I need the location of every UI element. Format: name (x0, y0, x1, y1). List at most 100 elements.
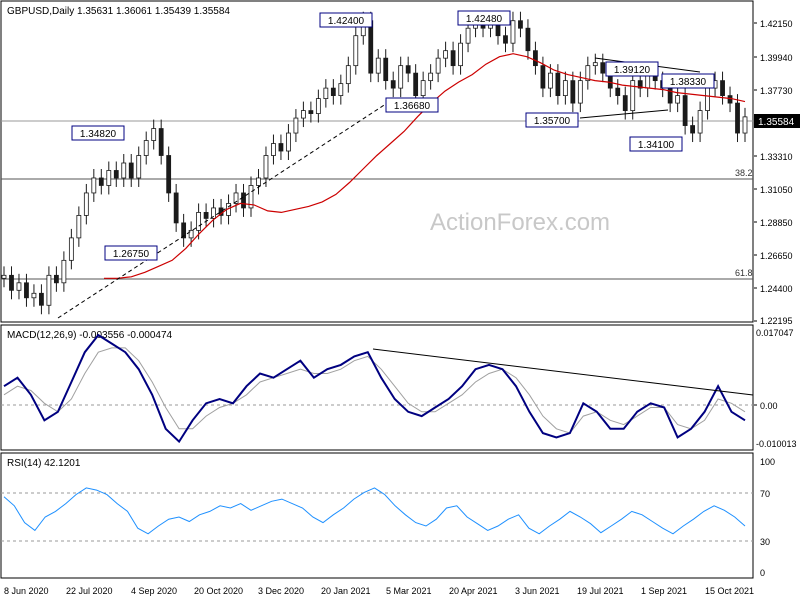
macd-signal-line (3, 347, 746, 434)
candle-body (76, 215, 82, 239)
candle-body (428, 72, 434, 82)
rsi-panel-frame (0, 452, 754, 579)
y-tick-5: 1.31050 (760, 185, 793, 195)
candle-body (735, 102, 740, 134)
candle-body (83, 192, 89, 216)
rsi-title: RSI(14) 42.1201 (7, 458, 81, 469)
current-price-value: 1.35584 (758, 117, 795, 128)
current-price-marker (754, 114, 800, 128)
candle-body (248, 185, 254, 209)
macd-trendline (372, 348, 754, 396)
candle-body (413, 72, 419, 97)
y-tick-6: 1.28850 (760, 218, 793, 228)
candle-body (53, 274, 59, 284)
svg-text:1.38330: 1.38330 (670, 77, 707, 88)
candle-body (136, 155, 142, 179)
candle-body (128, 162, 134, 179)
candle-body (562, 80, 568, 97)
candle-body (345, 65, 351, 85)
candle-body (68, 237, 74, 261)
candle-body (278, 143, 284, 152)
candle-body (570, 80, 576, 104)
candle-body (510, 20, 516, 44)
candle-body (323, 87, 329, 99)
y-tick-4: 1.33310 (760, 152, 793, 162)
x-axis: 8 Jun 2020 22 Jul 2020 4 Sep 2020 20 Oct… (4, 586, 754, 596)
candle-body (592, 62, 598, 67)
candle-body (39, 292, 44, 306)
macd-tick-0: 0.017047 (756, 328, 794, 338)
candle-body (742, 116, 748, 134)
candle-body (271, 143, 276, 156)
candle-body (503, 35, 508, 44)
candle-body (16, 282, 22, 291)
candle-body (338, 83, 344, 97)
svg-text:1.36680: 1.36680 (394, 101, 431, 112)
label-139120: 1.39120 (605, 61, 659, 77)
candle-body (286, 132, 291, 152)
y-tick-9: 1.22195 (760, 316, 793, 326)
label-136680: 1.36680 (385, 97, 439, 113)
y-tick-2: 1.37730 (760, 86, 793, 96)
label-142480: 1.42480 (457, 10, 511, 26)
trendline-lower (579, 109, 669, 119)
candle-body (390, 80, 396, 89)
x-tick-7: 20 Apr 2021 (449, 586, 498, 596)
x-tick-2: 4 Sep 2020 (131, 586, 177, 596)
fib-618-label: 61.8 (735, 268, 753, 278)
candle-body (585, 65, 591, 82)
macd-axis: 0.017047 0.00 -0.010013 (754, 328, 797, 449)
candle-body (675, 95, 681, 104)
macd-line (3, 333, 746, 444)
price-panel-frame (0, 0, 754, 323)
svg-text:1.26750: 1.26750 (113, 249, 150, 260)
candle-body (300, 110, 306, 119)
price-axis: 1.42150 1.39940 1.37730 1.35584 1.33310 … (754, 19, 800, 326)
candle-body (533, 50, 538, 67)
candle-body (91, 177, 97, 194)
x-tick-0: 8 Jun 2020 (4, 586, 49, 596)
x-tick-8: 3 Jun 2021 (515, 586, 560, 596)
label-126750: 1.26750 (104, 245, 158, 261)
svg-text:1.35700: 1.35700 (534, 116, 571, 127)
candle-body (353, 35, 359, 67)
candle-body (525, 27, 531, 52)
candle-body (375, 57, 381, 74)
x-tick-11: 15 Oct 2021 (705, 586, 754, 596)
candle-body (547, 72, 553, 89)
candle-body (166, 155, 172, 194)
x-tick-3: 20 Oct 2020 (194, 586, 243, 596)
candle-body (1, 274, 7, 279)
x-tick-9: 19 Jul 2021 (577, 586, 624, 596)
macd-tick-2: -0.010013 (756, 439, 797, 449)
y-tick-8: 1.24400 (760, 284, 793, 294)
price-panel: GBPUSD,Daily 1.35631 1.36061 1.35439 1.3… (0, 0, 754, 323)
candle-body (420, 80, 426, 97)
macd-panel: MACD(12,26,9) -0.003556 -0.000474 (0, 324, 754, 451)
candle-body (181, 222, 187, 239)
candle-body (368, 20, 374, 74)
candle-body (31, 292, 37, 299)
fib-382-label: 38.2 (735, 168, 753, 178)
x-tick-10: 1 Sep 2021 (641, 586, 687, 596)
candle-body (630, 80, 636, 111)
macd-panel-frame (0, 324, 754, 451)
price-title: GBPUSD,Daily 1.35631 1.36061 1.35439 1.3… (7, 6, 230, 17)
candle-body (188, 229, 194, 239)
x-tick-6: 5 Mar 2021 (386, 586, 432, 596)
candle-body (555, 72, 561, 97)
rsi-tick-70: 70 (760, 489, 770, 499)
macd-tick-1: 0.00 (760, 401, 778, 411)
candle-body (458, 42, 463, 67)
label-142400: 1.42400 (319, 12, 373, 28)
svg-text:1.34820: 1.34820 (80, 129, 117, 140)
candle-body (518, 20, 523, 29)
y-tick-1: 1.39940 (760, 53, 793, 63)
candle-body (705, 87, 710, 111)
candle-body (540, 65, 546, 89)
candle-body (151, 128, 157, 141)
candle-body (308, 110, 314, 114)
candle-body (211, 207, 216, 219)
svg-text:1.42400: 1.42400 (328, 16, 365, 27)
